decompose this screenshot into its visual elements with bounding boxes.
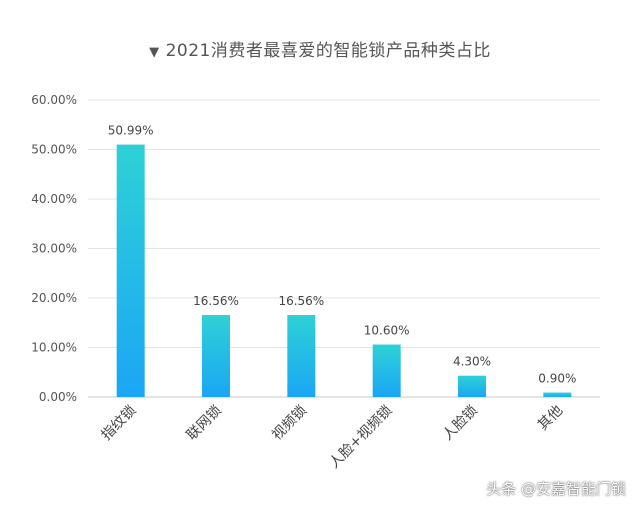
bar (372, 344, 401, 397)
watermark: 头条 @安嘉智能门锁 (486, 480, 626, 498)
x-axis-ticks: 指纹锁 联网锁 视频锁 人脸+视频锁 人脸锁 其他 (98, 403, 566, 472)
data-label: 50.99% (108, 124, 154, 138)
chart-title-row: ▼ 2021消费者最喜爱的智能锁产品种类占比 (0, 36, 640, 61)
x-tick-label: 联网锁 (184, 403, 225, 444)
bar (202, 315, 230, 397)
y-tick-label: 0.00% (39, 390, 77, 404)
y-axis-ticks: 0.00% 10.00% 20.00% 30.00% 40.00% 50.00% 60.00… (31, 93, 77, 404)
data-label: 10.60% (364, 324, 410, 338)
y-tick-label: 30.00% (31, 242, 77, 256)
data-label: 4.30% (453, 355, 491, 369)
x-tick-label: 指纹锁 (98, 403, 139, 444)
x-tick-label: 人脸锁 (440, 403, 481, 444)
data-labels: 50.99% 16.56% 16.56% 10.60% 4.30% 0.90% (108, 124, 577, 386)
bars (116, 144, 572, 397)
chart-title: 2021消费者最喜爱的智能锁产品种类占比 (165, 41, 491, 61)
data-label: 16.56% (278, 294, 324, 308)
y-tick-label: 20.00% (31, 291, 77, 305)
y-tick-label: 40.00% (31, 192, 77, 206)
bar (543, 392, 572, 397)
bar (287, 315, 316, 397)
y-tick-label: 50.00% (31, 143, 77, 157)
data-label: 0.90% (538, 372, 576, 386)
x-tick-label: 视频锁 (269, 403, 310, 444)
x-tick-label: 人脸+视频锁 (326, 403, 395, 472)
x-tick-label: 其他 (535, 403, 566, 434)
y-tick-label: 60.00% (31, 93, 77, 107)
bar (458, 375, 486, 397)
y-tick-label: 10.00% (31, 341, 77, 355)
bar (116, 144, 145, 397)
data-label: 16.56% (193, 294, 239, 308)
triangle-down-icon: ▼ (149, 45, 160, 60)
gridlines (88, 99, 600, 398)
